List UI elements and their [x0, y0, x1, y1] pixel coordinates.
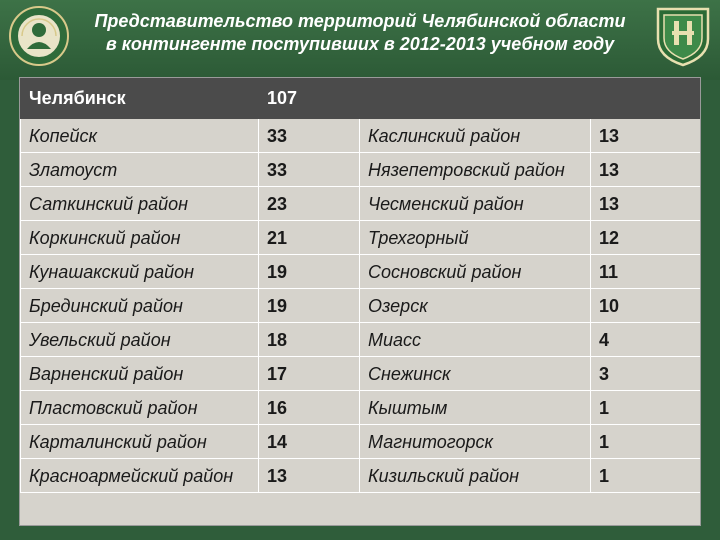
left-value: 18	[258, 322, 360, 357]
left-territory: Пластовский район	[20, 390, 259, 425]
left-value: 33	[258, 152, 360, 187]
table-row: Кунашакский район 19 Сосновский район 11	[20, 254, 700, 289]
left-value: 19	[258, 288, 360, 323]
right-value: 13	[590, 186, 700, 221]
title-line-2: в контингенте поступивших в 2012-2013 уч…	[105, 34, 615, 54]
title-line-1: Представительство территорий Челябинской…	[94, 11, 626, 31]
left-territory: Кунашакский район	[20, 254, 259, 289]
right-value: 4	[590, 322, 700, 357]
right-value: 13	[590, 118, 700, 153]
right-value: 12	[590, 220, 700, 255]
left-territory: Копейск	[20, 118, 259, 153]
table-row: Коркинский район 21 Трехгорный 12	[20, 220, 700, 255]
left-value: 23	[258, 186, 360, 221]
header-value: 107	[258, 78, 360, 119]
left-value: 17	[258, 356, 360, 391]
right-value: 11	[590, 254, 700, 289]
university-shield-icon	[656, 7, 710, 67]
right-territory: Трехгорный	[359, 220, 591, 255]
left-value: 16	[258, 390, 360, 425]
left-territory: Златоуст	[20, 152, 259, 187]
right-territory: Кизильский район	[359, 458, 591, 493]
right-value: 1	[590, 390, 700, 425]
table-row: Увельский район 18 Миасс 4	[20, 322, 700, 357]
left-value: 13	[258, 458, 360, 493]
table-row: Варненский район 17 Снежинск 3	[20, 356, 700, 391]
right-territory: Миасс	[359, 322, 591, 357]
left-territory: Коркинский район	[20, 220, 259, 255]
right-territory: Кыштым	[359, 390, 591, 425]
page-title: Представительство территорий Челябинской…	[80, 10, 640, 56]
table-row: Саткинский район 23 Чесменский район 13	[20, 186, 700, 221]
emblem-left-icon	[9, 6, 69, 66]
table-row: Пластовский район 16 Кыштым 1	[20, 390, 700, 425]
left-territory: Красноармейский район	[20, 458, 259, 493]
left-territory: Варненский район	[20, 356, 259, 391]
left-value: 19	[258, 254, 360, 289]
table-header-row: Челябинск 107	[20, 78, 700, 119]
right-territory: Каслинский район	[359, 118, 591, 153]
right-territory: Чесменский район	[359, 186, 591, 221]
left-territory: Брединский район	[20, 288, 259, 323]
left-territory: Карталинский район	[20, 424, 259, 459]
right-value: 3	[590, 356, 700, 391]
left-value: 21	[258, 220, 360, 255]
table-row: Красноармейский район 13 Кизильский райо…	[20, 458, 700, 493]
table-row: Карталинский район 14 Магнитогорск 1	[20, 424, 700, 459]
header: Представительство территорий Челябинской…	[0, 0, 720, 80]
right-territory: Озерск	[359, 288, 591, 323]
header-city: Челябинск	[20, 78, 259, 119]
left-territory: Саткинский район	[20, 186, 259, 221]
header-empty-cell	[590, 78, 700, 119]
right-value: 1	[590, 424, 700, 459]
left-value: 33	[258, 118, 360, 153]
right-territory: Снежинск	[359, 356, 591, 391]
right-territory: Сосновский район	[359, 254, 591, 289]
right-value: 13	[590, 152, 700, 187]
contingent-table: Челябинск 107 Копейск 33 Каслинский райо…	[20, 78, 700, 525]
table-row: Златоуст 33 Нязепетровский район 13	[20, 152, 700, 187]
right-value: 1	[590, 458, 700, 493]
left-value: 14	[258, 424, 360, 459]
right-territory: Нязепетровский район	[359, 152, 591, 187]
table-row: Копейск 33 Каслинский район 13	[20, 118, 700, 153]
right-territory: Магнитогорск	[359, 424, 591, 459]
right-value: 10	[590, 288, 700, 323]
left-territory: Увельский район	[20, 322, 259, 357]
table-row: Брединский район 19 Озерск 10	[20, 288, 700, 323]
header-empty-cell	[359, 78, 591, 119]
